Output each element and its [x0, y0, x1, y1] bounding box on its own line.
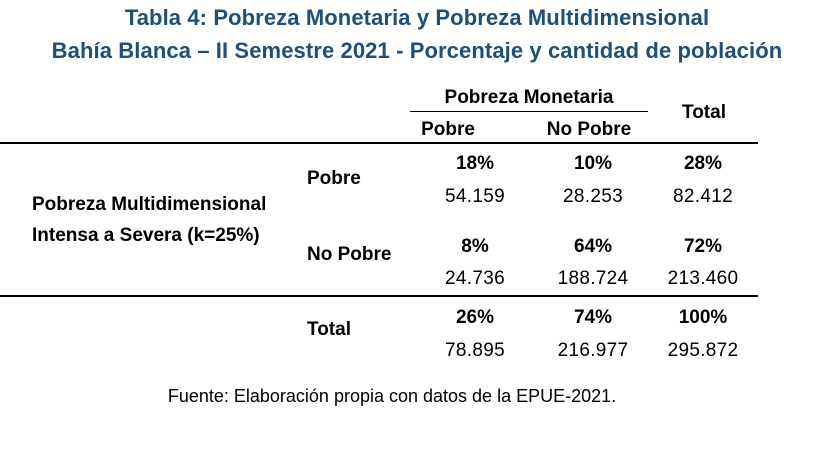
cell-pobre-pobre-pct: 18%: [455, 153, 495, 174]
cell-total-nopobre-pct: 74%: [573, 307, 613, 328]
cell-pobre-pobre-n: 54.159: [445, 186, 505, 207]
row-label-total: Total: [307, 319, 351, 340]
cell-total-total-n: 295.872: [667, 340, 739, 361]
col-header-pobre: Pobre: [421, 119, 475, 140]
cell-pobre-total-pct: 28%: [683, 153, 723, 174]
total-rule: [0, 295, 758, 297]
group-header-underline: [410, 111, 648, 112]
cell-nopobre-nopobre-n: 188.724: [557, 268, 629, 289]
source-note: Fuente: Elaboración propia con datos de …: [167, 386, 617, 406]
cell-nopobre-pobre-n: 24.736: [445, 268, 505, 289]
header-rule: [0, 142, 758, 144]
cell-pobre-nopobre-pct: 10%: [573, 153, 613, 174]
col-header-no-pobre: No Pobre: [546, 119, 632, 140]
cell-pobre-nopobre-n: 28.253: [563, 186, 623, 207]
table-title: Tabla 4: Pobreza Monetaria y Pobreza Mul…: [124, 5, 710, 30]
row-group-label-line1: Pobreza Multidimensional: [32, 194, 267, 215]
cell-total-pobre-n: 78.895: [445, 340, 505, 361]
cell-total-total-pct: 100%: [678, 307, 728, 328]
col-header-total: Total: [682, 102, 726, 123]
cell-nopobre-nopobre-pct: 64%: [573, 236, 613, 257]
cell-nopobre-pobre-pct: 8%: [461, 236, 489, 257]
group-header: Pobreza Monetaria: [444, 87, 614, 108]
table-subtitle: Bahía Blanca – II Semestre 2021 - Porcen…: [51, 38, 783, 63]
cell-total-nopobre-n: 216.977: [557, 340, 629, 361]
cell-nopobre-total-n: 213.460: [667, 268, 739, 289]
row-group-label-line2: Intensa a Severa (k=25%): [32, 225, 260, 246]
cell-total-pobre-pct: 26%: [455, 307, 495, 328]
row-label-no-pobre: No Pobre: [307, 244, 392, 265]
cell-nopobre-total-pct: 72%: [683, 236, 723, 257]
row-label-pobre: Pobre: [307, 168, 361, 189]
cell-pobre-total-n: 82.412: [673, 186, 733, 207]
